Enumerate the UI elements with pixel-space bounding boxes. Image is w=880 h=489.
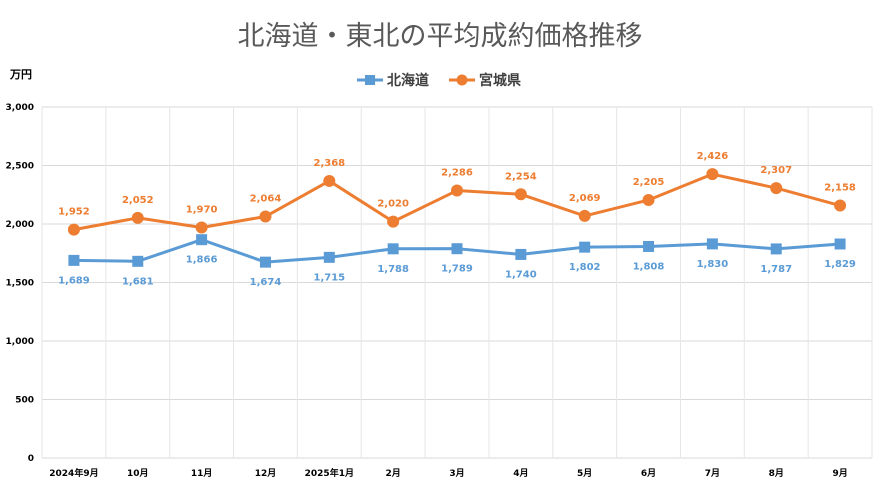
data-label: 2,205 xyxy=(633,177,665,188)
data-label: 1,681 xyxy=(122,276,154,287)
y-tick-label: 3,000 xyxy=(6,103,34,113)
legend-entry-label: 宮城県 xyxy=(479,72,521,89)
legend: 北海道 宮城県 xyxy=(357,72,521,89)
data-point-circle xyxy=(642,194,655,207)
data-point-circle xyxy=(259,210,272,223)
data-point-circle xyxy=(834,199,847,212)
data-point-circle xyxy=(578,209,591,222)
data-label: 2,158 xyxy=(824,183,856,194)
data-label: 2,254 xyxy=(505,171,537,182)
data-label: 1,689 xyxy=(58,275,90,286)
data-point-square xyxy=(451,243,463,255)
data-point-circle xyxy=(451,184,463,197)
x-tick-label: 5月 xyxy=(577,468,592,479)
data-label: 1,808 xyxy=(633,261,665,272)
data-point-circle xyxy=(131,211,144,224)
x-axis-ticks: 2024年9月 10月 11月 12月 2025年1月 2月 3月 4月 5月 6月 7月 8月 9月 xyxy=(49,467,847,479)
data-point-square xyxy=(515,248,527,260)
x-tick-label: 2月 xyxy=(386,468,401,479)
data-label: 1,715 xyxy=(313,272,345,283)
legend-entry-label: 北海道 xyxy=(387,72,429,89)
x-tick-label: 4月 xyxy=(513,468,528,479)
data-label: 2,052 xyxy=(122,195,154,206)
data-point-circle xyxy=(195,221,208,234)
y-tick-label: 1,000 xyxy=(6,337,34,347)
data-label: 1,674 xyxy=(250,277,282,288)
data-point-circle xyxy=(706,168,719,181)
data-label: 2,064 xyxy=(250,194,282,205)
data-point-square xyxy=(706,238,718,250)
y-axis-ticks: 0 500 1,000 1,500 2,000 2,500 3,000 xyxy=(6,103,34,464)
y-tick-label: 500 xyxy=(15,396,34,406)
data-point-square xyxy=(323,251,335,263)
data-point-square xyxy=(259,256,271,268)
data-label: 1,952 xyxy=(58,207,90,218)
data-point-square xyxy=(579,241,591,253)
data-label: 1,787 xyxy=(760,264,792,275)
y-tick-label: 2,500 xyxy=(6,162,34,172)
y-tick-label: 1,500 xyxy=(6,279,34,289)
x-tick-label: 12月 xyxy=(255,468,277,479)
data-label: 1,829 xyxy=(824,259,856,270)
data-label: 2,368 xyxy=(313,158,345,169)
data-label: 1,802 xyxy=(569,262,601,273)
x-tick-label: 11月 xyxy=(191,468,213,479)
data-point-square xyxy=(770,243,782,255)
data-label: 1,866 xyxy=(186,255,218,266)
data-label: 2,020 xyxy=(377,199,409,210)
x-tick-label: 8月 xyxy=(769,468,784,479)
data-label: 1,789 xyxy=(441,264,473,275)
x-tick-label: 7月 xyxy=(705,468,720,479)
y-tick-label: 0 xyxy=(28,454,34,464)
data-point-circle xyxy=(323,174,336,187)
series-line-circle xyxy=(73,172,841,232)
y-tick-label: 2,000 xyxy=(6,220,34,230)
data-point-square xyxy=(387,243,399,255)
data-point-circle xyxy=(67,223,80,236)
data-point-square xyxy=(643,240,655,252)
data-label: 1,830 xyxy=(697,259,729,270)
data-point-square xyxy=(834,238,846,250)
chart-title: 北海道・東北の平均成約価格推移 xyxy=(238,21,643,52)
data-point-square xyxy=(68,254,80,266)
data-point-circle xyxy=(387,215,400,228)
data-label: 2,286 xyxy=(441,168,473,179)
data-point-circle xyxy=(770,182,783,195)
data-label: 2,307 xyxy=(760,165,792,176)
data-label: 1,740 xyxy=(505,269,537,280)
data-label: 1,970 xyxy=(186,205,218,216)
data-label: 2,426 xyxy=(697,151,729,162)
x-tick-label: 6月 xyxy=(641,468,656,479)
data-point-square xyxy=(132,255,144,267)
y-axis-unit-label: 万円 xyxy=(9,68,32,81)
gridlines xyxy=(41,106,873,459)
x-tick-label: 2025年1月 xyxy=(305,467,354,479)
x-tick-label: 9月 xyxy=(832,468,847,479)
legend-marker-square xyxy=(365,75,375,85)
data-label: 1,788 xyxy=(377,264,409,275)
data-point-circle xyxy=(514,188,527,201)
legend-marker-circle xyxy=(456,74,468,86)
data-point-square xyxy=(196,234,208,246)
x-tick-label: 2024年9月 xyxy=(49,467,98,479)
data-label: 2,069 xyxy=(569,193,601,204)
x-tick-label: 3月 xyxy=(449,468,464,479)
x-tick-label: 10月 xyxy=(127,468,149,479)
data-labels: 1,689 1,681 1,866 1,674 1,715 1,788 1,789 1,740… xyxy=(58,151,856,288)
series-markers xyxy=(67,168,847,268)
